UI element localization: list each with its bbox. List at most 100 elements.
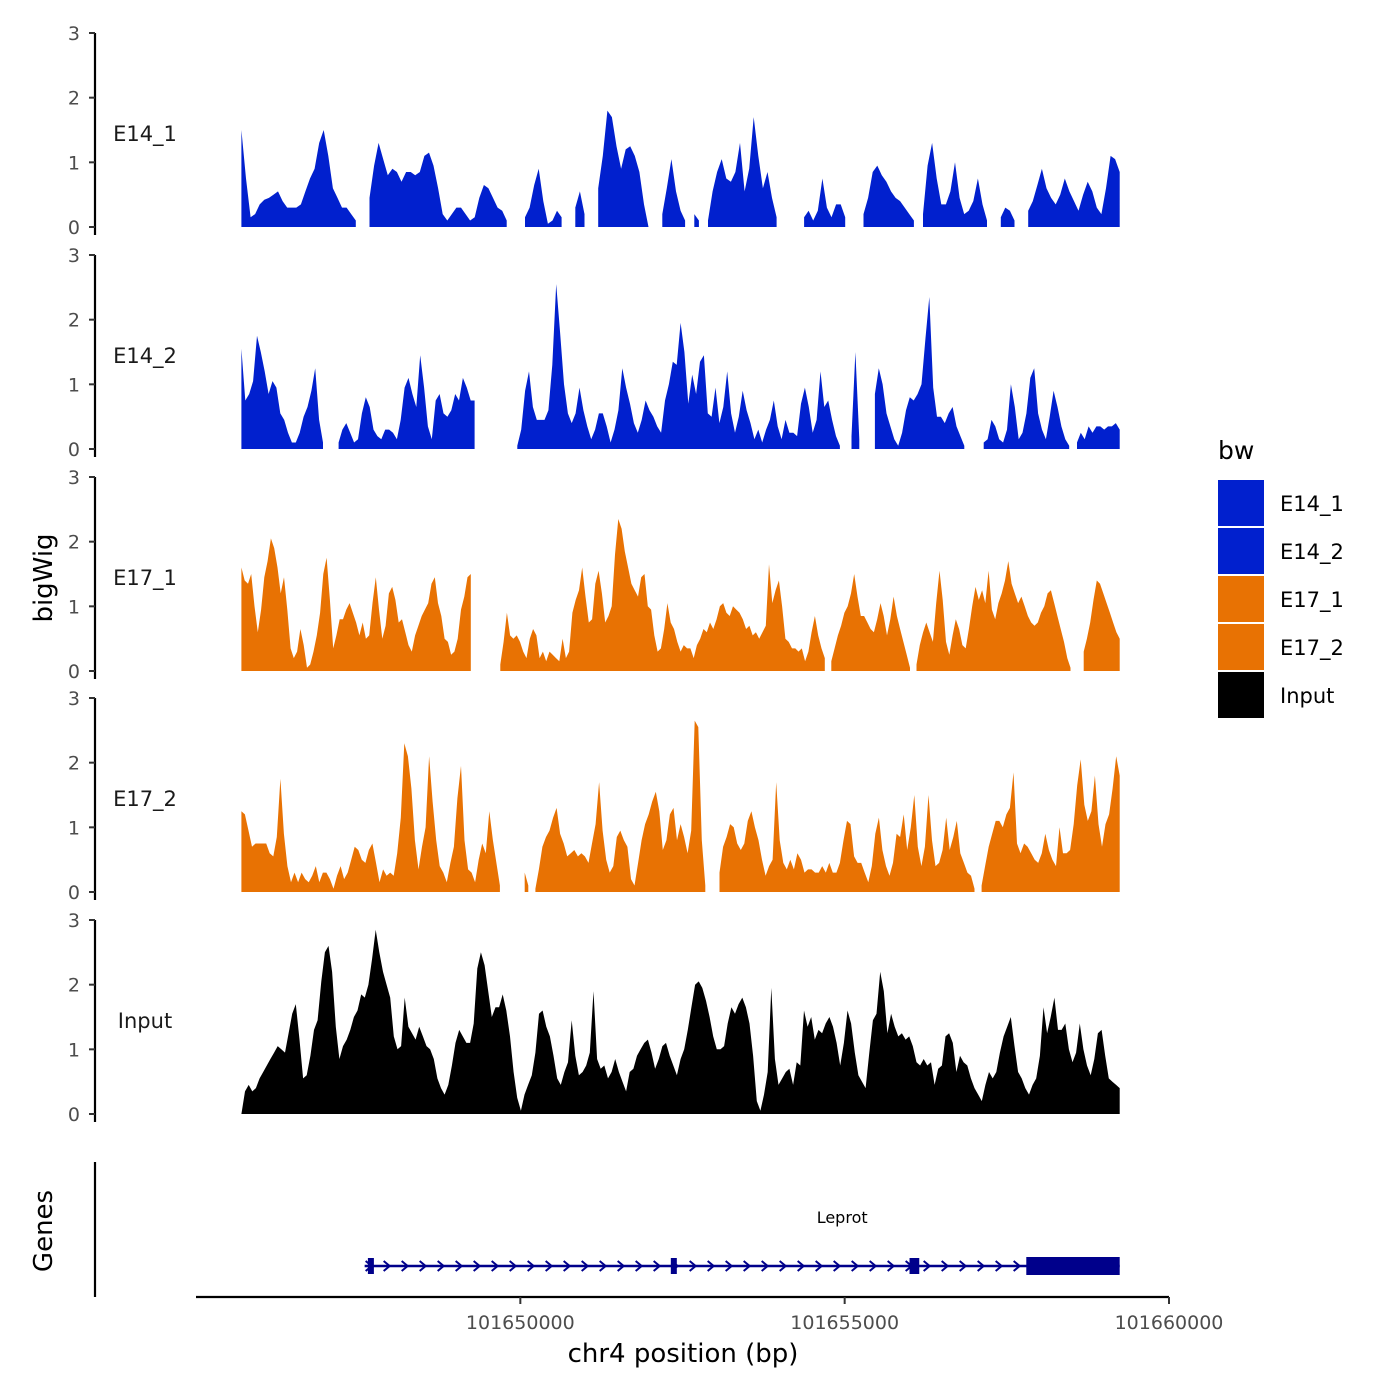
signal-area-segment (338, 355, 475, 449)
signal-area-segment (598, 110, 649, 227)
y-tick-label: 1 (68, 374, 80, 396)
strand-arrow (995, 1260, 1004, 1272)
strand-arrow (455, 1260, 464, 1272)
track-e17-1: 0 1 2 3 E17_1 (68, 467, 1120, 683)
signal-area-segment (524, 872, 529, 892)
signal-area-segment (916, 561, 1071, 671)
strand-arrow (869, 1260, 878, 1272)
track-e17-2: 0 1 2 3 E17_2 (68, 688, 1120, 904)
signal-area-segment (983, 368, 1070, 449)
legend-label-e17-1: E17_1 (1280, 588, 1344, 613)
strand-arrow (977, 1260, 986, 1272)
strand-arrow (635, 1260, 644, 1272)
y-tick-label: 3 (68, 467, 80, 489)
signal-area-segment (719, 782, 975, 892)
strand-arrow (779, 1260, 788, 1272)
strand-arrow (959, 1260, 968, 1272)
gene-label: Leprot (817, 1208, 868, 1227)
strand-arrow (887, 1260, 896, 1272)
legend-label-e17-2: E17_2 (1280, 636, 1344, 661)
y-tick-label: 0 (68, 882, 80, 904)
signal-area-segment (241, 929, 1120, 1114)
legend-swatch-e14-1 (1218, 480, 1264, 526)
track-e14-1: 0 1 2 3 E14_1 (68, 23, 1120, 239)
strand-arrow (437, 1260, 446, 1272)
signal-area-segment (241, 335, 323, 449)
y-tick-label: 2 (68, 88, 80, 110)
signal-area-segment (863, 165, 914, 227)
track-e14-2: 0 1 2 3 E14_2 (68, 245, 1120, 461)
track-label: E17_2 (113, 787, 177, 812)
y-tick-label: 1 (68, 817, 80, 839)
signal-area-segment (1028, 155, 1120, 227)
strand-arrow (653, 1260, 662, 1272)
y-tick-label: 1 (68, 152, 80, 174)
gene-exon (1026, 1257, 1120, 1275)
track-label: E17_1 (113, 566, 177, 591)
y-tick-label: 2 (68, 975, 80, 997)
strand-arrow (707, 1260, 716, 1272)
signal-area-segment (525, 168, 562, 227)
gene-exon (909, 1258, 920, 1274)
x-tick-label: 101655000 (790, 1312, 899, 1334)
legend-title: bw (1218, 436, 1254, 465)
strand-arrow (599, 1260, 608, 1272)
strand-arrow (725, 1260, 734, 1272)
strand-arrow (851, 1260, 860, 1272)
strand-arrow (797, 1260, 806, 1272)
y-tick-label: 3 (68, 245, 80, 267)
strand-arrow (545, 1260, 554, 1272)
y-tick-label: 2 (68, 532, 80, 554)
signal-area-segment (369, 142, 507, 227)
strand-arrow (401, 1260, 410, 1272)
y-tick-label: 0 (68, 1104, 80, 1126)
x-tick-label: 101660000 (1115, 1312, 1224, 1334)
y-tick-label: 0 (68, 217, 80, 239)
strand-arrow (743, 1260, 752, 1272)
signal-area-segment (241, 743, 500, 892)
signal-area-segment (535, 720, 706, 892)
legend-label-e14-2: E14_2 (1280, 540, 1344, 565)
strand-arrow (833, 1260, 842, 1272)
signal-area-segment (708, 117, 777, 227)
legend-label-e14-1: E14_1 (1280, 492, 1344, 517)
track-label: E14_2 (113, 344, 177, 369)
strand-arrow (617, 1260, 626, 1272)
track-label: E14_1 (113, 122, 177, 147)
strand-arrow (473, 1260, 482, 1272)
signal-area-segment (500, 519, 825, 671)
y-tick-label: 1 (68, 1039, 80, 1061)
signal-area-segment (517, 284, 840, 449)
strand-arrow (941, 1260, 950, 1272)
legend-swatch-e14-2 (1218, 528, 1264, 574)
strand-arrow (1013, 1260, 1022, 1272)
x-axis-title: chr4 position (bp) (568, 1339, 799, 1369)
y-tick-label: 2 (68, 753, 80, 775)
strand-arrow (761, 1260, 770, 1272)
signal-area-segment (1000, 207, 1015, 227)
signal-area-segment (662, 159, 686, 227)
y-tick-label: 3 (68, 23, 80, 45)
signal-area-segment (851, 352, 860, 449)
signal-area-segment (874, 297, 965, 449)
y-tick-label: 2 (68, 310, 80, 332)
strand-arrow (419, 1260, 428, 1272)
signal-area-segment (923, 142, 987, 227)
gene-exon (670, 1258, 677, 1274)
y-tick-label: 0 (68, 661, 80, 683)
y-tick-label: 0 (68, 439, 80, 461)
strand-arrow (383, 1260, 392, 1272)
legend-swatch-input (1218, 672, 1264, 718)
legend-swatch-e17-2 (1218, 624, 1264, 670)
signal-area-segment (831, 574, 910, 671)
x-tick-label: 101650000 (466, 1312, 575, 1334)
strand-arrow (815, 1260, 824, 1272)
x-axis: 101650000 101655000 101660000 (196, 1295, 1224, 1334)
strand-arrow (527, 1260, 536, 1272)
track-input: 0 1 2 3 Input (68, 910, 1120, 1126)
signal-area-segment (241, 538, 471, 671)
signal-area-segment (804, 178, 846, 227)
legend: bw E14_1 E14_2 E17_1 E17_2 Input (1218, 436, 1344, 718)
gene-exon (367, 1258, 374, 1274)
